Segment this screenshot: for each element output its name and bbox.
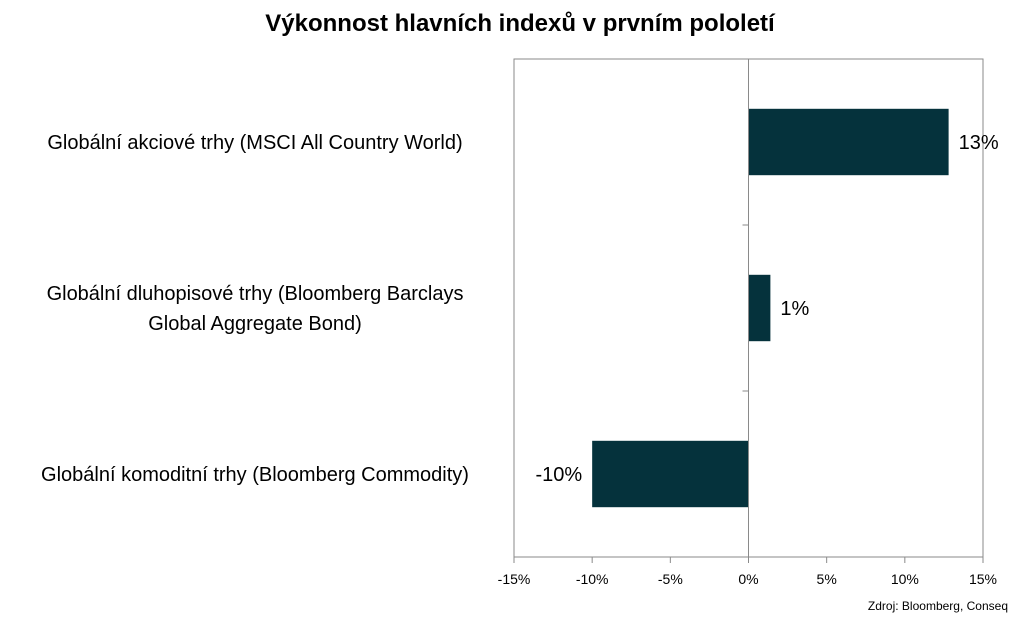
x-tick-label: 5% xyxy=(817,571,837,587)
x-tick-label: 10% xyxy=(891,571,919,587)
x-tick-label: -10% xyxy=(576,571,609,587)
category-label-2-line-2: Global Aggregate Bond) xyxy=(148,313,362,335)
bar-2 xyxy=(748,274,771,342)
x-tick-label: 15% xyxy=(969,571,997,587)
data-label-3: -10% xyxy=(535,464,582,486)
source-note: Zdroj: Bloomberg, Conseq xyxy=(868,599,1008,613)
bar-3 xyxy=(592,440,749,508)
chart-title: Výkonnost hlavních indexů v prvním polol… xyxy=(265,10,776,37)
category-label-1: Globální akciové trhy (MSCI All Country … xyxy=(47,132,462,154)
x-tick-label: -15% xyxy=(498,571,531,587)
x-tick-label: 0% xyxy=(738,571,758,587)
x-tick-label: -5% xyxy=(658,571,683,587)
category-label-2-line-1: Globální dluhopisové trhy (Bloomberg Bar… xyxy=(47,283,464,305)
bar-1 xyxy=(748,108,949,176)
data-label-1: 13% xyxy=(959,132,999,154)
data-label-2: 1% xyxy=(780,298,809,320)
category-label-3: Globální komoditní trhy (Bloomberg Commo… xyxy=(41,464,469,486)
